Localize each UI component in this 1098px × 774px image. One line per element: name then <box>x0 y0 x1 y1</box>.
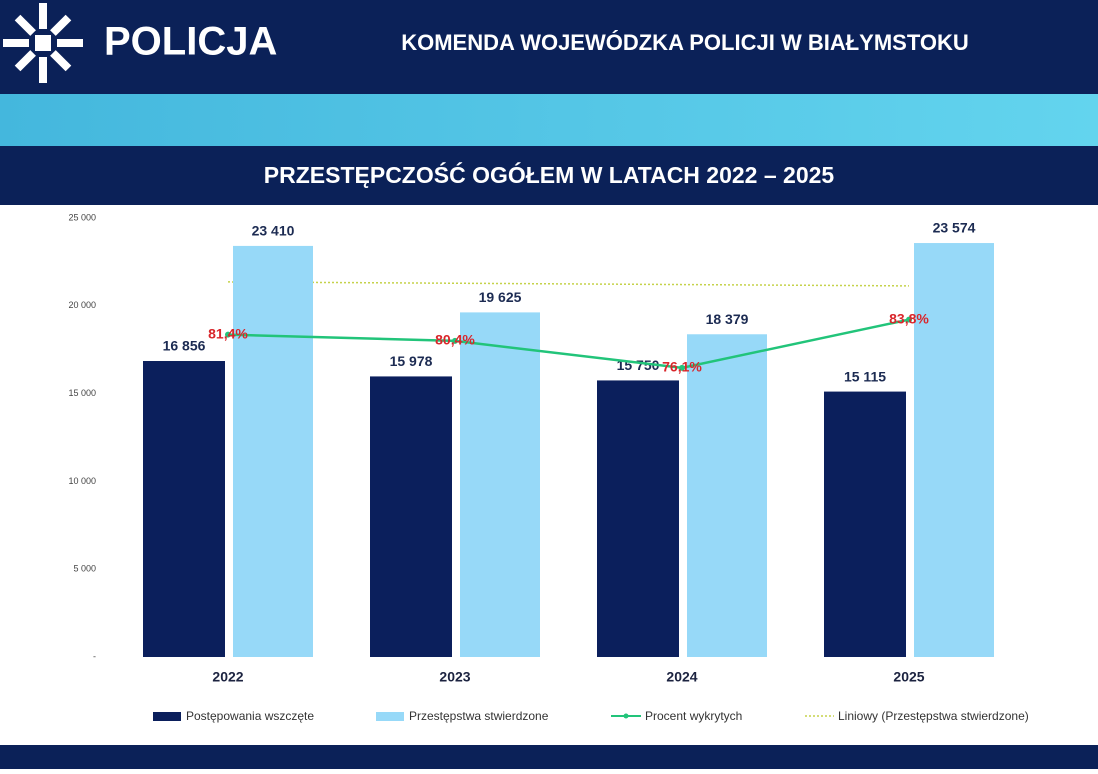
bar <box>233 245 313 657</box>
x-tick-label: 2024 <box>666 669 697 685</box>
x-tick-label: 2025 <box>893 669 924 685</box>
data-label: 19 625 <box>479 289 522 305</box>
header-bar <box>0 0 1098 94</box>
y-tick-label: 5 000 <box>73 564 96 574</box>
y-tick-label: 20 000 <box>68 300 96 310</box>
footer-bar <box>0 745 1098 769</box>
line-point <box>225 331 231 338</box>
data-label: 16 856 <box>163 338 206 354</box>
y-tick-label: - <box>93 651 96 661</box>
data-label: 15 115 <box>844 368 886 384</box>
bar <box>824 391 906 657</box>
bar <box>914 243 994 657</box>
legend-swatch <box>153 712 181 721</box>
bar <box>687 334 767 657</box>
data-label: 18 379 <box>706 311 749 327</box>
trendline <box>227 281 910 287</box>
header-title: KOMENDA WOJEWÓDZKA POLICJI W BIAŁYMSTOKU <box>401 30 969 55</box>
bar <box>370 376 452 657</box>
data-label: 76,1% <box>662 359 702 375</box>
data-label: 80,4% <box>435 332 475 348</box>
legend-label: Liniowy (Przestępstwa stwierdzone) <box>838 709 1029 723</box>
y-tick-label: 15 000 <box>68 388 96 398</box>
logo-star <box>3 3 83 83</box>
y-tick-label: 25 000 <box>68 212 96 222</box>
chart-title: PRZESTĘPCZOŚĆ OGÓŁEM W LATACH 2022 – 202… <box>264 161 835 188</box>
legend-label: Postępowania wszczęte <box>186 709 314 723</box>
x-tick-label: 2022 <box>212 669 243 685</box>
data-label: 23 410 <box>252 223 295 239</box>
legend-label: Procent wykrytych <box>645 709 742 723</box>
legend-swatch <box>623 713 629 719</box>
bar <box>597 380 679 657</box>
legend-label: Przestępstwa stwierdzone <box>409 709 549 723</box>
title-bar <box>0 146 1098 205</box>
line-point <box>452 337 458 344</box>
line <box>227 318 910 370</box>
bar <box>143 361 225 657</box>
line-point <box>679 364 685 371</box>
accent-band <box>0 94 1098 146</box>
data-label: 23 574 <box>933 220 976 236</box>
y-tick-label: 10 000 <box>68 476 96 486</box>
x-tick-label: 2023 <box>439 669 470 685</box>
line-point <box>906 316 912 323</box>
data-label: 83,8% <box>889 310 929 326</box>
data-label: 81,4% <box>208 325 248 341</box>
logo-text: POLICJA <box>104 20 277 64</box>
bar <box>460 312 540 657</box>
legend-swatch <box>376 712 404 721</box>
data-label: 15 978 <box>390 353 433 369</box>
